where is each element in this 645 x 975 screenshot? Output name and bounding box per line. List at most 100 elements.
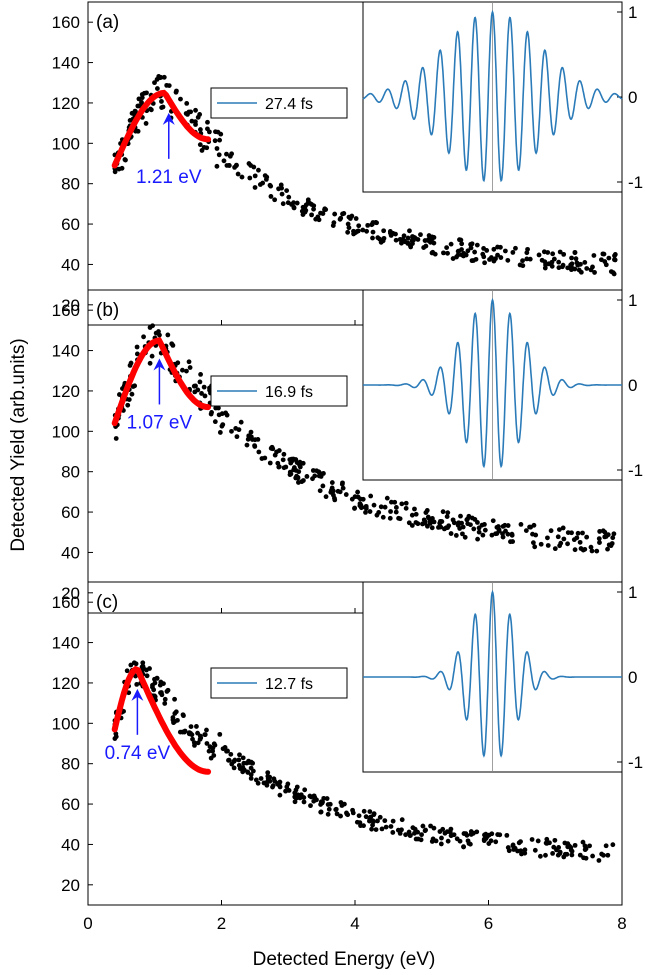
scatter-point bbox=[369, 221, 375, 227]
scatter-point bbox=[272, 778, 278, 784]
scatter-point bbox=[493, 839, 499, 845]
scatter-point bbox=[291, 204, 297, 210]
scatter-point bbox=[210, 748, 216, 754]
scatter-point bbox=[530, 540, 536, 546]
scatter-point bbox=[304, 474, 310, 479]
scatter-point bbox=[465, 521, 471, 527]
scatter-point bbox=[185, 111, 190, 117]
scatter-point bbox=[399, 501, 405, 507]
scatter-point bbox=[113, 436, 119, 441]
scatter-point bbox=[191, 740, 197, 746]
inset-y-tick-label: 0 bbox=[628, 376, 637, 395]
scatter-point bbox=[431, 235, 437, 240]
scatter-point bbox=[409, 512, 415, 518]
scatter-point bbox=[518, 521, 524, 527]
scatter-point bbox=[448, 241, 454, 247]
scatter-point bbox=[134, 344, 140, 350]
scatter-point bbox=[144, 673, 150, 679]
scatter-point bbox=[294, 200, 300, 206]
scatter-point bbox=[556, 527, 562, 533]
scatter-point bbox=[316, 473, 322, 479]
scatter-point bbox=[147, 666, 152, 671]
scatter-point bbox=[387, 229, 393, 234]
scatter-point bbox=[247, 175, 253, 181]
scatter-point bbox=[556, 259, 562, 265]
scatter-point bbox=[407, 242, 413, 248]
scatter-point bbox=[548, 528, 554, 534]
scatter-point bbox=[279, 191, 285, 197]
scatter-point bbox=[412, 506, 417, 512]
scatter-point bbox=[250, 760, 256, 766]
scatter-point bbox=[134, 351, 140, 357]
scatter-point bbox=[191, 383, 197, 389]
y-tick-label: 80 bbox=[61, 175, 80, 194]
scatter-point bbox=[448, 531, 454, 536]
scatter-point bbox=[429, 525, 435, 531]
scatter-point bbox=[187, 365, 193, 370]
scatter-point bbox=[500, 534, 506, 540]
scatter-point bbox=[217, 731, 223, 737]
scatter-point bbox=[482, 260, 488, 266]
scatter-point bbox=[154, 76, 160, 82]
scatter-point bbox=[361, 808, 367, 814]
scatter-point bbox=[363, 814, 369, 820]
scatter-point bbox=[353, 216, 359, 221]
scatter-point bbox=[202, 732, 208, 738]
scatter-point bbox=[522, 850, 528, 856]
scatter-point bbox=[161, 74, 167, 80]
scatter-point bbox=[201, 384, 207, 390]
scatter-point bbox=[475, 520, 480, 525]
scatter-point bbox=[605, 852, 611, 858]
scatter-point bbox=[544, 836, 550, 842]
scatter-point bbox=[286, 788, 292, 793]
scatter-point bbox=[583, 855, 589, 861]
scatter-point bbox=[207, 744, 213, 750]
scatter-point bbox=[376, 509, 382, 515]
scatter-point bbox=[475, 536, 480, 542]
scatter-point bbox=[226, 163, 232, 168]
scatter-point bbox=[577, 539, 583, 545]
scatter-point bbox=[149, 353, 155, 359]
scatter-point bbox=[181, 713, 186, 719]
scatter-point bbox=[256, 167, 261, 173]
scatter-point bbox=[139, 92, 145, 97]
scatter-point bbox=[321, 795, 327, 801]
scatter-point bbox=[592, 270, 597, 275]
scatter-point bbox=[267, 182, 273, 188]
scatter-point bbox=[529, 837, 535, 842]
scatter-point bbox=[276, 464, 282, 470]
scatter-point bbox=[134, 682, 140, 687]
inset-pulse-line bbox=[363, 589, 622, 758]
scatter-point bbox=[113, 734, 119, 740]
scatter-point bbox=[325, 811, 331, 817]
scatter-point bbox=[327, 801, 333, 807]
scatter-point bbox=[339, 481, 345, 487]
scatter-point bbox=[333, 806, 339, 812]
scatter-point bbox=[204, 727, 209, 733]
y-tick-label: 20 bbox=[61, 584, 80, 603]
scatter-point bbox=[275, 460, 281, 466]
scatter-point bbox=[250, 768, 256, 774]
scatter-point bbox=[248, 776, 254, 781]
scatter-point bbox=[596, 536, 602, 542]
scatter-point bbox=[159, 99, 164, 104]
scatter-point bbox=[468, 832, 474, 837]
scatter-point bbox=[591, 253, 597, 258]
y-tick-label: 140 bbox=[52, 342, 80, 361]
scatter-point bbox=[597, 529, 603, 534]
scatter-point bbox=[356, 813, 362, 819]
scatter-point bbox=[479, 522, 485, 528]
scatter-point bbox=[437, 520, 443, 526]
scatter-point bbox=[524, 250, 530, 256]
scatter-point bbox=[317, 488, 323, 494]
scatter-point bbox=[224, 748, 229, 754]
scatter-point bbox=[569, 261, 575, 267]
scatter-point bbox=[216, 152, 222, 158]
scatter-point bbox=[186, 359, 192, 365]
scatter-point bbox=[186, 730, 192, 736]
scatter-point bbox=[302, 787, 308, 793]
scatter-point bbox=[208, 411, 214, 417]
scatter-point bbox=[399, 827, 404, 833]
scatter-point bbox=[582, 259, 588, 265]
